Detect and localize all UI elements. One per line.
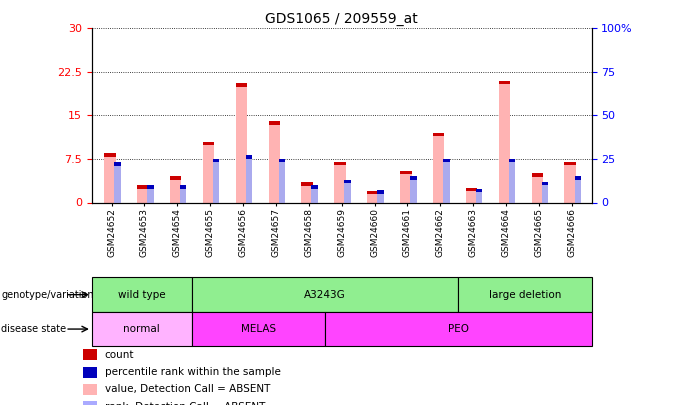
Text: normal: normal [123, 324, 160, 334]
Bar [137, 185, 148, 202]
Bar [84, 384, 97, 395]
Bar [170, 177, 182, 180]
Bar [311, 185, 318, 202]
Bar [104, 153, 116, 157]
Bar [367, 191, 379, 202]
Bar [476, 189, 482, 192]
Bar [466, 188, 477, 202]
Text: large deletion: large deletion [489, 290, 561, 300]
Bar [104, 153, 116, 202]
Bar [147, 185, 154, 202]
Bar [325, 312, 592, 346]
Bar [509, 159, 515, 162]
Text: MELAS: MELAS [241, 324, 276, 334]
Bar [192, 277, 458, 312]
Bar [84, 367, 97, 377]
Bar [466, 188, 477, 192]
Bar [564, 162, 576, 165]
Bar [147, 185, 154, 189]
Bar [84, 350, 97, 360]
Bar [564, 162, 576, 202]
Bar [541, 181, 548, 185]
Bar [279, 159, 285, 162]
Bar [114, 162, 121, 202]
Bar [498, 81, 510, 202]
Text: genotype/variation: genotype/variation [1, 290, 94, 300]
Text: disease state: disease state [1, 324, 67, 334]
Bar [84, 401, 97, 405]
Bar [377, 190, 384, 202]
Bar [541, 181, 548, 202]
Bar [180, 185, 186, 189]
Bar [575, 177, 581, 180]
Text: wild type: wild type [118, 290, 166, 300]
Bar [335, 162, 346, 165]
Bar [245, 156, 252, 159]
Bar [170, 177, 182, 202]
Bar [137, 185, 148, 189]
Bar [458, 277, 592, 312]
Bar [213, 159, 220, 202]
Bar [400, 171, 411, 202]
Bar [180, 185, 186, 202]
Bar [344, 180, 351, 202]
Bar [344, 180, 351, 183]
Bar [410, 177, 417, 180]
Text: rank, Detection Call = ABSENT: rank, Detection Call = ABSENT [105, 401, 265, 405]
Text: count: count [105, 350, 134, 360]
Bar [443, 159, 449, 162]
Bar [236, 83, 247, 87]
Bar [92, 312, 192, 346]
Bar [476, 189, 482, 202]
Bar [203, 142, 214, 202]
Bar [410, 177, 417, 202]
Title: GDS1065 / 209559_at: GDS1065 / 209559_at [265, 12, 418, 26]
Bar [203, 141, 214, 145]
Bar [245, 156, 252, 202]
Bar [301, 182, 313, 185]
Bar [192, 312, 325, 346]
Bar [367, 191, 379, 194]
Text: percentile rank within the sample: percentile rank within the sample [105, 367, 280, 377]
Bar [532, 173, 543, 202]
Bar [114, 162, 121, 166]
Bar [269, 121, 280, 125]
Bar [311, 185, 318, 189]
Text: value, Detection Call = ABSENT: value, Detection Call = ABSENT [105, 384, 270, 394]
Bar [236, 83, 247, 202]
Bar [377, 190, 384, 194]
Bar [509, 159, 515, 202]
Bar [443, 159, 449, 202]
Text: PEO: PEO [448, 324, 469, 334]
Bar [301, 182, 313, 202]
Bar [400, 171, 411, 174]
Text: A3243G: A3243G [304, 290, 346, 300]
Bar [532, 173, 543, 177]
Bar [433, 133, 445, 136]
Bar [279, 159, 285, 202]
Bar [335, 162, 346, 202]
Bar [269, 121, 280, 202]
Bar [498, 81, 510, 84]
Bar [92, 277, 192, 312]
Bar [213, 159, 220, 162]
Bar [433, 133, 445, 202]
Bar [575, 177, 581, 202]
